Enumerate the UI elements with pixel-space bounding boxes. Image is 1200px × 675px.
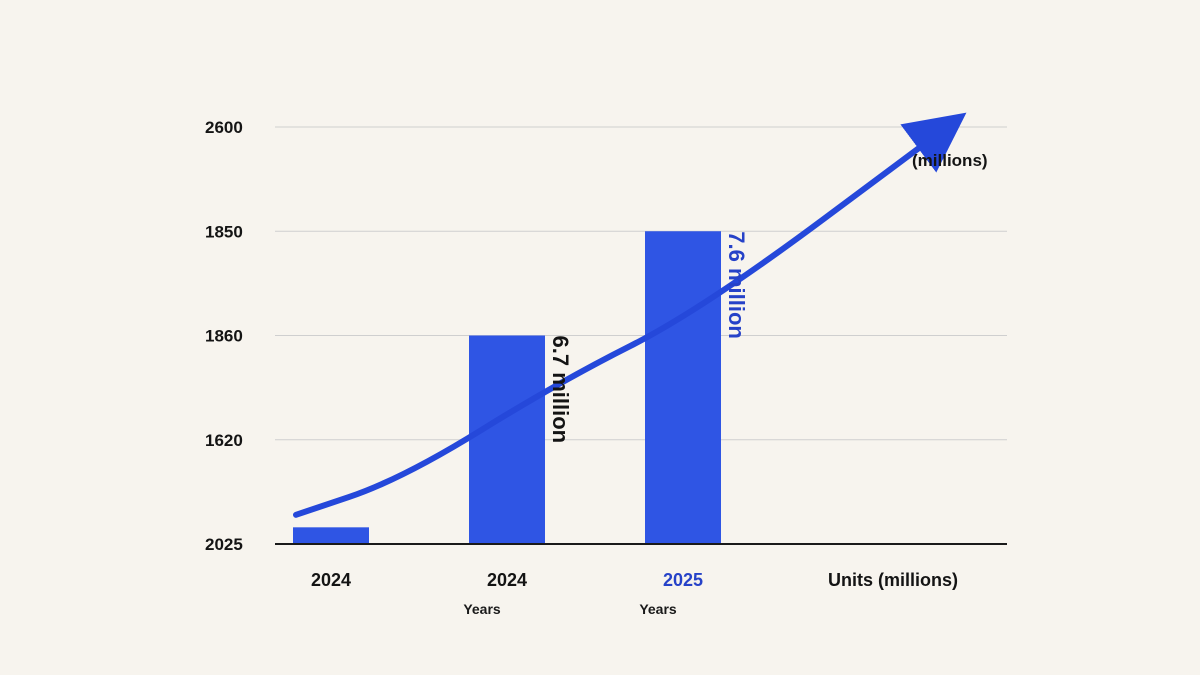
y-tick-label: 1860	[205, 327, 243, 346]
trend-line: (millions)	[293, 112, 988, 518]
x-category-label: 2025	[663, 570, 703, 590]
y-tick-label: 2600	[205, 118, 243, 137]
trend-annotation: (millions)	[912, 151, 988, 170]
bars	[293, 231, 721, 544]
x-category-sublabel: Years	[463, 601, 501, 617]
data-labels: 6.7 million 7.6 million	[548, 231, 749, 443]
bar	[469, 335, 545, 544]
data-label: 7.6 million	[724, 231, 749, 339]
bar	[645, 231, 721, 544]
x-category-label: 2024	[311, 570, 351, 590]
y-axis-tick-labels: 2600 1850 1860 1620 2025	[205, 118, 243, 554]
x-category-label: 2024	[487, 570, 527, 590]
data-label: 6.7 million	[548, 336, 573, 444]
y-tick-label: 1620	[205, 431, 243, 450]
y-tick-label: 1850	[205, 222, 243, 241]
x-category-sublabel: Years	[639, 601, 677, 617]
gridlines	[275, 126, 1007, 441]
y-tick-label: 2025	[205, 535, 243, 554]
trend-arrow	[293, 112, 967, 518]
x-axis-category-labels: 2024 2024 Years 2025 Years Units (millions)	[311, 570, 958, 617]
x-category-label: Units (millions)	[828, 570, 958, 590]
bar	[293, 527, 369, 544]
